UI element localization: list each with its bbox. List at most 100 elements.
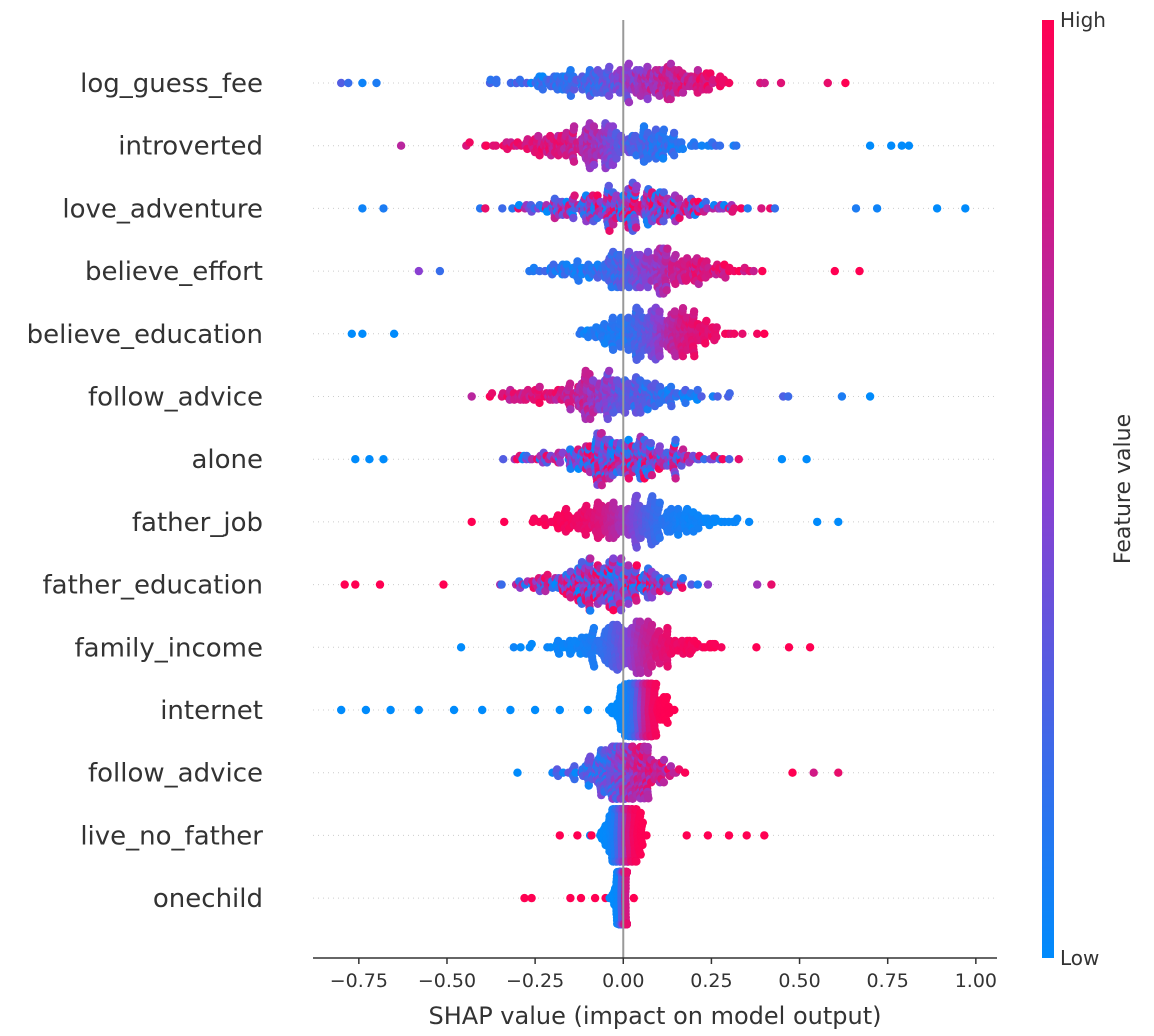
shap-point [527, 893, 536, 903]
shap-point [624, 435, 633, 445]
shap-point [697, 392, 706, 401]
shap-point [897, 141, 906, 150]
shap-point [566, 405, 575, 414]
shap-point [647, 662, 656, 671]
shap-point [554, 649, 564, 658]
shap-point [691, 141, 700, 150]
feature-label: father_education [43, 571, 263, 601]
shap-point [636, 850, 645, 859]
shap-point [687, 580, 696, 589]
shap-point [482, 141, 491, 150]
shap-point [659, 125, 669, 134]
shap-point [651, 679, 661, 689]
shap-point [643, 247, 653, 257]
x-tick-label: −0.50 [418, 970, 476, 992]
shap-point [520, 893, 529, 903]
shap-point [543, 570, 552, 580]
shap-point [347, 329, 356, 338]
shap-point [629, 893, 638, 903]
shap-point [682, 831, 691, 840]
shap-point [743, 204, 752, 213]
feature-label: follow_advice [88, 759, 263, 789]
shap-point [585, 369, 594, 379]
shap-point [586, 554, 595, 563]
shap-point [365, 455, 374, 464]
shap-point [655, 382, 665, 392]
shap-point [622, 867, 631, 877]
shap-point [516, 643, 525, 652]
shap-point [680, 768, 690, 777]
feature-label: father_job [132, 508, 263, 538]
shap-point [674, 530, 683, 539]
shap-point [809, 768, 818, 777]
shap-point [693, 580, 702, 589]
shap-point [577, 558, 587, 567]
shap-point [667, 504, 676, 514]
shap-point [777, 455, 787, 464]
shap-point [644, 794, 653, 803]
shap-point [643, 128, 653, 138]
shap-point [663, 662, 672, 671]
beeswarm-points [337, 59, 970, 929]
shap-point [498, 204, 507, 213]
shap-point [530, 705, 540, 715]
shap-point [636, 352, 645, 361]
shap-point [725, 455, 734, 464]
x-ticks: −0.75 −0.50 −0.25 0.00 0.25 0.50 0.75 1.00 [330, 958, 997, 992]
shap-point [632, 596, 641, 605]
shap-point [586, 606, 595, 615]
feature-label: live_no_father [80, 821, 263, 851]
shap-point [717, 643, 726, 652]
shap-point [704, 85, 714, 94]
shap-point [737, 204, 746, 213]
shap-point [358, 329, 367, 338]
shap-point [887, 141, 896, 150]
feature-label: log_guess_fee [80, 69, 263, 99]
shap-point [465, 138, 474, 147]
shap-point [666, 94, 675, 104]
shap-point [361, 705, 371, 715]
shap-point [565, 379, 575, 388]
x-tick-label: −0.75 [330, 970, 388, 992]
shap-point [662, 693, 672, 702]
feature-label: love_adventure [62, 194, 263, 224]
shap-point [631, 223, 641, 232]
shap-point [693, 66, 703, 75]
shap-point [758, 266, 767, 276]
shap-point [678, 88, 688, 97]
shap-point [872, 204, 882, 213]
shap-point [658, 154, 668, 163]
shap-point [555, 705, 564, 715]
shap-point [700, 455, 709, 464]
shap-point [697, 141, 706, 150]
colorbar-low-label: Low [1060, 946, 1099, 970]
shap-point [865, 141, 875, 150]
shap-point [573, 257, 582, 266]
shap-point [636, 668, 645, 678]
shap-point [527, 639, 536, 649]
shap-point [776, 78, 786, 88]
shap-point [636, 91, 645, 101]
shap-point [662, 286, 671, 295]
shap-point [715, 141, 725, 150]
shap-point [624, 345, 633, 354]
shap-point [570, 762, 579, 771]
colorbar-high-label: High [1060, 8, 1106, 32]
shap-point [583, 705, 593, 715]
shap-point [636, 533, 645, 543]
shap-point [636, 408, 645, 417]
shap-point [784, 643, 794, 652]
shap-point [666, 59, 676, 68]
shap-point [767, 580, 776, 589]
shap-point [855, 266, 864, 276]
shap-point [666, 762, 676, 771]
shap-point [932, 204, 942, 213]
shap-point [961, 204, 970, 213]
shap-point [467, 392, 476, 401]
shap-point [604, 366, 614, 376]
shap-point [644, 154, 653, 163]
shap-point [651, 731, 661, 740]
x-tick-label: 0.50 [778, 970, 820, 992]
shap-point [604, 91, 614, 101]
shap-point [784, 392, 793, 401]
